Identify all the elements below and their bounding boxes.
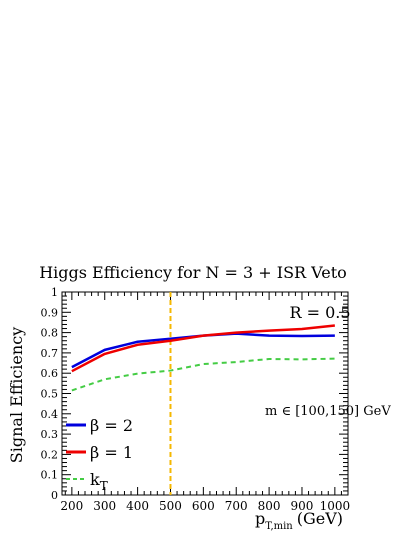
radius-annotation: R = 0.5	[289, 303, 350, 322]
x-tick-label: 600	[192, 499, 215, 513]
y-tick-label: 0.3	[41, 428, 59, 441]
plot-frame	[61, 291, 349, 496]
y-tick-label: 1	[51, 286, 58, 299]
legend-label-0: β = 2	[90, 416, 133, 435]
y-tick-label: 0	[51, 489, 58, 502]
series-line-2	[71, 357, 335, 392]
y-axis-label: Signal Efficiency	[7, 327, 26, 463]
y-axis: 0 0.1 0.2 0.3 0.4 0.5 0.6 0.7 0.8 0.9 1	[41, 286, 348, 502]
series-layer	[71, 324, 335, 392]
y-tick-label: 0.8	[41, 327, 59, 340]
legend-label-1: β = 1	[90, 443, 133, 462]
y-tick-label: 0.5	[41, 388, 59, 401]
mass-window-annotation: m ∈ [100,150] GeV	[265, 404, 391, 419]
plot-area: 200 300 400 500 600 700 800 900 1000 00.10.20.30…	[41, 286, 351, 513]
x-axis-label-unit: (GeV)	[297, 509, 343, 528]
x-axis-label: pT,min (GeV)	[255, 509, 343, 532]
x-axis: 200 300 400 500 600 700 800 900 1000	[60, 292, 350, 513]
y-tick-label: 0.7	[41, 347, 59, 360]
x-axis-label-main: p	[255, 509, 265, 528]
series-line-1	[71, 324, 335, 373]
x-tick-label: 300	[93, 499, 116, 513]
x-tick-label: 1000	[320, 499, 351, 513]
y-tick-label: 0.6	[41, 367, 59, 380]
y-tick-label: 0.9	[41, 306, 59, 319]
y-tick-label: 0.2	[41, 448, 59, 461]
legend: β = 2 β = 1 kT	[66, 416, 133, 493]
x-axis-label-sub: T,min	[265, 521, 293, 532]
x-tick-label: 800	[258, 499, 281, 513]
y-tick-label: 0.4	[41, 408, 59, 421]
chart-title: Higgs Efficiency for N = 3 + ISR Veto	[39, 263, 347, 282]
series-line-0	[71, 332, 335, 369]
legend-label-text: β = 2	[90, 416, 133, 435]
x-tick-label: 700	[225, 499, 248, 513]
legend-label-subscript: T	[100, 479, 108, 493]
x-tick-label: 500	[159, 499, 182, 513]
x-tick-label: 900	[291, 499, 314, 513]
legend-label-text: β = 1	[90, 443, 133, 462]
y-tick-label: 0.1	[41, 469, 59, 482]
x-tick-label: 200	[60, 499, 83, 513]
legend-label-2: kT	[90, 470, 108, 493]
legend-label-text: k	[90, 470, 100, 489]
x-tick-label: 400	[126, 499, 149, 513]
